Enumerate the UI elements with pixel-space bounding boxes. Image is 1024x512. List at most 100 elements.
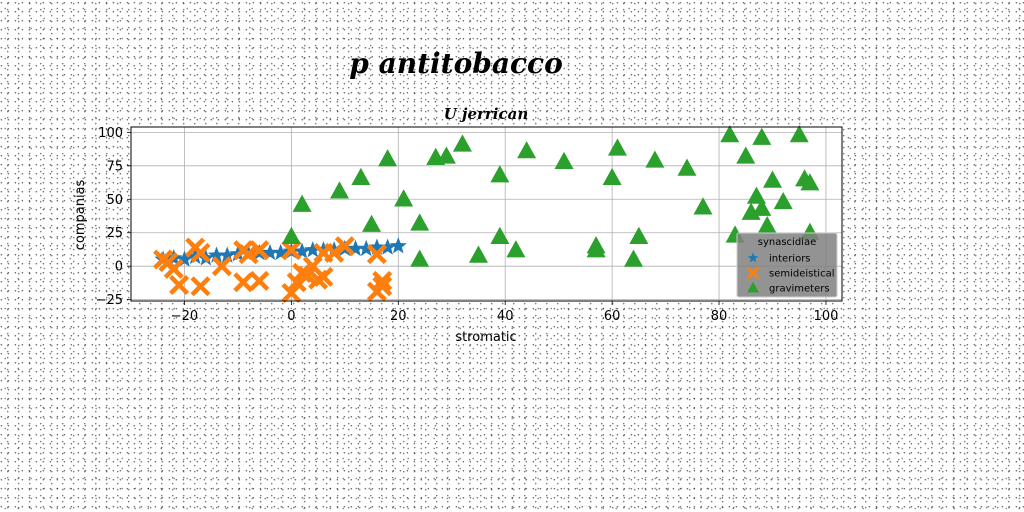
y-tick-label: 50: [106, 193, 123, 208]
x-tick-label: 100: [814, 309, 839, 324]
semideistical-point: [281, 282, 302, 303]
gravimeters-point: [607, 138, 627, 156]
legend-gravimeters-label: gravimeters: [769, 284, 830, 295]
data-points: [153, 125, 820, 303]
semideistical-point: [297, 265, 318, 286]
gravimeters-point: [394, 189, 414, 207]
gravimeters-point: [720, 125, 740, 143]
x-tick-label: 20: [390, 309, 407, 324]
gravimeters-point: [645, 150, 665, 168]
semideistical-point: [324, 242, 345, 263]
y-axis-label: companias: [73, 179, 88, 250]
gravimeters-point: [351, 167, 371, 186]
interiors-point: [261, 243, 279, 261]
y-tick-label: −25: [96, 293, 123, 308]
gravimeters-point: [292, 194, 312, 212]
interiors-point: [207, 246, 226, 263]
gravimeters-point: [763, 170, 783, 188]
interiors-point: [389, 237, 407, 254]
interiors-point: [314, 241, 333, 258]
gravimeters-point: [789, 125, 809, 143]
gravimeters-point: [506, 240, 526, 258]
interiors-point: [346, 239, 365, 257]
gravimeters-point: [624, 249, 644, 267]
gravimeters-point: [746, 186, 766, 204]
gravimeters-point: [736, 146, 756, 164]
axis-ticks: −20 0 20 40 60 80 100 −25 0 25 50 75 100: [96, 126, 839, 324]
interiors-point: [218, 246, 236, 263]
legend-interiors-marker: [747, 252, 759, 263]
series-semideistical: [153, 236, 393, 303]
semideistical-point: [169, 274, 190, 295]
y-tick-label: 0: [115, 260, 123, 275]
grid-lines: [131, 127, 842, 301]
semideistical-point: [366, 244, 387, 265]
gravimeters-point: [752, 198, 772, 216]
x-tick-label: 0: [287, 309, 295, 324]
semideistical-point: [249, 240, 270, 261]
chart-title: p antitobacco: [349, 47, 563, 80]
gravimeters-point: [757, 216, 777, 234]
semideistical-point: [249, 270, 270, 291]
interiors-point: [293, 242, 311, 259]
gravimeters-point: [329, 181, 349, 199]
gravimeters-point: [436, 146, 456, 164]
legend-semideistical-marker: [746, 266, 760, 280]
y-tick-label: 100: [98, 126, 123, 141]
gravimeters-point: [490, 226, 510, 244]
interiors-point: [325, 241, 343, 258]
gravimeters-point: [362, 214, 382, 232]
gravimeters-point: [410, 213, 430, 231]
gravimeters-point: [773, 191, 793, 210]
gravimeters-point: [452, 134, 472, 152]
semideistical-point: [281, 240, 302, 261]
semideistical-point: [163, 258, 184, 279]
interiors-point: [368, 238, 386, 255]
gravimeters-point: [586, 236, 606, 254]
gravimeters-point: [468, 245, 488, 263]
semideistical-point: [372, 276, 393, 297]
legend-semideistical-label: semideistical: [769, 269, 834, 280]
gravimeters-point: [410, 249, 430, 267]
gravimeters-point: [490, 165, 510, 183]
interiors-point: [304, 241, 322, 258]
semideistical-point: [190, 276, 211, 297]
gravimeters-point: [378, 149, 398, 167]
semideistical-point: [372, 270, 393, 291]
interiors-point: [357, 239, 375, 257]
gravimeters-point: [752, 127, 772, 145]
chart-subtitle: U jerrican: [444, 105, 529, 123]
legend-gravimeters-marker: [747, 281, 759, 293]
x-tick-label: 40: [497, 309, 514, 324]
semideistical-point: [233, 272, 254, 293]
y-tick-label: 75: [106, 159, 123, 174]
legend-interiors-label: interiors: [769, 254, 811, 265]
semideistical-point: [190, 242, 211, 263]
gravimeters-point: [554, 151, 574, 169]
y-tick-label: 25: [106, 226, 123, 241]
interiors-point: [272, 243, 290, 261]
plot-area: [131, 127, 842, 301]
semideistical-point: [313, 266, 334, 287]
plot-frame: [130, 126, 843, 302]
x-axis-label: stromatic: [455, 330, 516, 345]
semideistical-point: [286, 272, 307, 293]
series-gravimeters: [281, 125, 820, 267]
x-tick-label: 80: [711, 309, 728, 324]
gravimeters-point: [693, 197, 713, 215]
legend: synascidiae interiors semideistical gravime…: [736, 232, 838, 298]
gravimeters-point: [281, 226, 301, 244]
x-tick-label: 60: [604, 309, 621, 324]
gravimeters-point: [800, 173, 820, 191]
gravimeters-point: [629, 226, 649, 244]
interiors-point: [379, 238, 397, 255]
legend-title: synascidiae: [758, 237, 817, 248]
gravimeters-point: [602, 167, 622, 186]
x-tick-label: −20: [171, 309, 198, 324]
semideistical-point: [238, 244, 259, 265]
gravimeters-point: [677, 158, 697, 176]
interiors-point: [175, 250, 194, 267]
semideistical-point: [211, 256, 232, 277]
semideistical-point: [334, 236, 355, 257]
